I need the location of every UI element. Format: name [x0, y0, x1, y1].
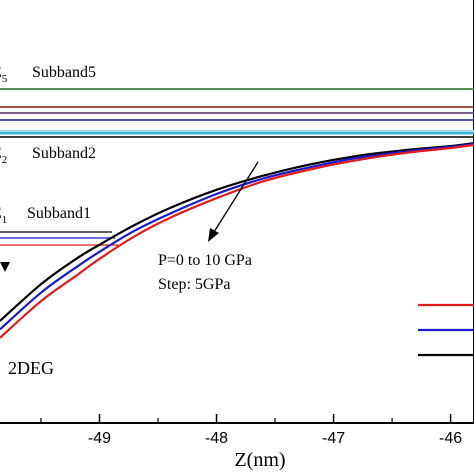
- x-tick-label: -46: [439, 430, 462, 447]
- label-2deg: 2DEG: [8, 358, 54, 378]
- plot-frame: [0, 0, 474, 424]
- x-tick-label: -49: [88, 430, 111, 447]
- label-subband2: Subband2: [32, 145, 96, 162]
- series-line: [0, 143, 474, 331]
- pressure-arrow: [208, 161, 259, 242]
- label-subband1: Subband1: [27, 205, 91, 222]
- level-labels: E5 Subband5 E2 Subband2 E1 Subband1: [0, 64, 96, 226]
- series-line: [0, 143, 474, 339]
- label-e2: E2: [0, 145, 7, 166]
- label-e5: E5: [0, 64, 8, 85]
- x-tick-label: -48: [205, 430, 228, 447]
- annotation-step: Step: 5GPa: [158, 276, 230, 293]
- label-e1: E1: [0, 205, 7, 226]
- left-arrow-icon: [0, 262, 10, 272]
- series-line: [0, 142, 474, 322]
- x-tick-label: -47: [322, 430, 345, 447]
- label-subband5: Subband5: [32, 64, 96, 81]
- x-axis-label: Z(nm): [234, 449, 285, 471]
- legend: [418, 303, 474, 357]
- e1-level-lines: [0, 231, 118, 246]
- annotation-pressure: P=0 to 10 GPa: [158, 252, 252, 269]
